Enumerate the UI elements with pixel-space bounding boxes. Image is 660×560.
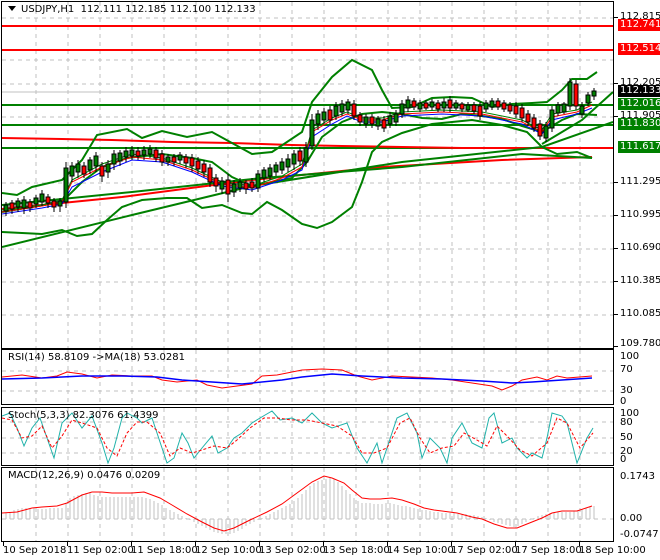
stochastic-panel[interactable]: Stoch(5,3,3) 82.3076 61.4399 xyxy=(1,407,614,466)
price-tick: 110.995 xyxy=(620,209,660,220)
macd-axis: 0.1743 0.00 -0.0747 xyxy=(620,471,659,540)
time-label: 13 Sep 02:00 xyxy=(259,545,326,556)
rsi-title: RSI(14) 58.8109 ->MA(18) 53.0281 xyxy=(8,352,185,363)
price-tick: 109.780 xyxy=(620,338,660,349)
resistance-price-tag: 112.741 xyxy=(618,19,660,31)
chart-title: USDJPY,H1 112.111 112.185 112.100 112.13… xyxy=(8,4,256,15)
time-label: 10 Sep 2018 xyxy=(3,545,67,556)
rsi-canvas xyxy=(2,350,613,404)
price-tick: 112.205 xyxy=(620,77,660,88)
resistance-price-tag: 112.514 xyxy=(618,43,660,55)
time-label: 14 Sep 10:00 xyxy=(387,545,454,556)
stochastic-canvas xyxy=(2,408,613,465)
candles xyxy=(3,78,597,216)
price-chart-panel[interactable]: USDJPY,H1 112.111 112.185 112.100 112.13… xyxy=(1,1,614,349)
price-tick: 110.690 xyxy=(620,242,660,253)
time-label: 11 Sep 02:00 xyxy=(67,545,134,556)
time-label: 11 Sep 18:00 xyxy=(131,545,198,556)
time-label: 13 Sep 18:00 xyxy=(323,545,390,556)
price-tick: 112.815 xyxy=(620,11,660,22)
stochastic-axis: 100 80 50 20 0 xyxy=(620,408,640,465)
price-tick: 110.385 xyxy=(620,275,660,286)
price-axis[interactable]: 112.815 112.205 111.905 111.295 110.995 … xyxy=(614,0,660,349)
ohlc-values: 112.111 112.185 112.100 112.133 xyxy=(80,4,256,15)
price-chart-canvas xyxy=(2,2,613,348)
macd-panel[interactable]: MACD(12,26,9) 0.0476 0.0209 xyxy=(1,467,614,542)
symbol-label: USDJPY,H1 xyxy=(21,4,75,15)
price-tick: 110.085 xyxy=(620,308,660,319)
macd-title: MACD(12,26,9) 0.0476 0.0209 xyxy=(8,470,161,481)
rsi-axis: 100 70 30 0 xyxy=(620,351,640,407)
support-price-tag: 111.830 xyxy=(618,118,660,130)
time-label: 17 Sep 18:00 xyxy=(515,545,582,556)
time-axis[interactable]: 10 Sep 2018 11 Sep 02:00 11 Sep 18:00 12… xyxy=(0,541,646,560)
macd-canvas xyxy=(2,468,613,541)
support-price-tag: 111.617 xyxy=(618,141,660,153)
time-label: 12 Sep 10:00 xyxy=(195,545,262,556)
rsi-panel[interactable]: RSI(14) 58.8109 ->MA(18) 53.0281 xyxy=(1,349,614,405)
stochastic-title: Stoch(5,3,3) 82.3076 61.4399 xyxy=(8,410,159,421)
current-price-tag: 112.133 xyxy=(618,85,660,97)
price-tick: 111.295 xyxy=(620,176,660,187)
time-label: 17 Sep 02:00 xyxy=(451,545,518,556)
price-tick: 111.905 xyxy=(620,110,660,121)
time-label: 18 Sep 10:00 xyxy=(579,545,646,556)
support-price-tag: 112.016 xyxy=(618,98,660,110)
triangle-down-icon[interactable] xyxy=(8,6,16,11)
